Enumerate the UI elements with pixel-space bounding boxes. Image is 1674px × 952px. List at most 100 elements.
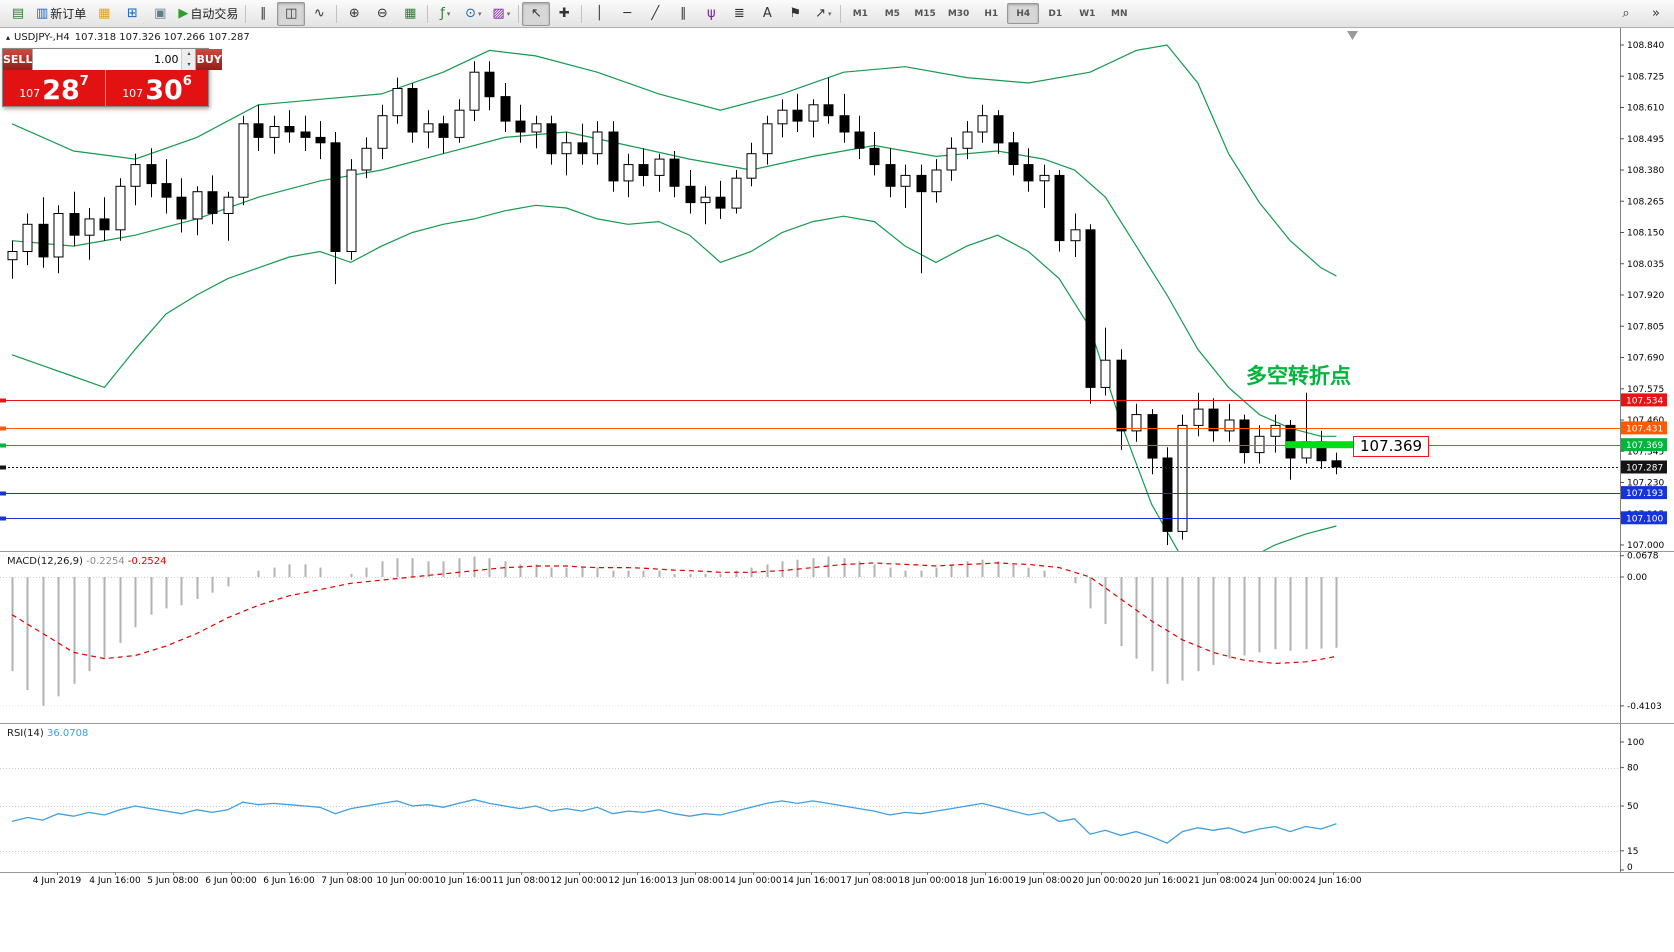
time-label[interactable]: 18 Jun 16:00: [956, 876, 1013, 886]
timeframe-m1[interactable]: M1: [852, 8, 868, 19]
time-label[interactable]: 24 Jun 00:00: [1246, 876, 1303, 886]
timeframe-m30[interactable]: M30: [947, 8, 970, 19]
time-label[interactable]: 18 Jun 00:00: [898, 876, 955, 886]
overflow-icon[interactable]: »: [1652, 6, 1660, 21]
symbol-label: USDJPY-,H4: [14, 32, 70, 43]
buy-price-prefix: 107: [122, 87, 144, 100]
zoom-out-icon[interactable]: ⊖: [368, 2, 396, 26]
timeframe-m5[interactable]: M5: [884, 8, 900, 19]
level-handle[interactable]: [0, 516, 6, 521]
charts-window-icon[interactable]: ⊞: [118, 2, 146, 26]
time-label[interactable]: 20 Jun 16:00: [1130, 876, 1187, 886]
channel-icon[interactable]: ∥: [669, 2, 697, 26]
candle-body: [146, 164, 157, 185]
buy-price-display[interactable]: 107 30 6: [106, 70, 208, 106]
horizontal-line-icon[interactable]: ─: [613, 2, 641, 26]
volume-field: ▴ ▾: [32, 49, 197, 70]
profiles-icon[interactable]: ▦: [90, 2, 118, 26]
sell-button[interactable]: SELL: [3, 49, 33, 70]
level-handle[interactable]: [0, 465, 6, 470]
text-icon[interactable]: A: [753, 2, 781, 26]
templates-icon[interactable]: ▨ ▾: [487, 2, 515, 26]
search-icon[interactable]: ⌕: [1622, 6, 1630, 21]
level-handle[interactable]: [0, 426, 6, 431]
indicators-icon[interactable]: ƒ ▾: [431, 2, 459, 26]
fibonacci-icon[interactable]: ≣: [725, 2, 753, 26]
time-label[interactable]: 14 Jun 16:00: [782, 876, 839, 886]
cursor-icon[interactable]: ↖: [522, 1, 551, 26]
timeframe-m15[interactable]: M15: [914, 8, 936, 19]
timeframe-w1[interactable]: W1: [1079, 8, 1096, 19]
candlestick-chart-icon[interactable]: ◫: [277, 1, 306, 26]
time-label[interactable]: 7 Jun 08:00: [321, 876, 373, 886]
collapse-panel-icon[interactable]: ▴: [6, 33, 11, 42]
level-handle[interactable]: [0, 443, 6, 448]
time-label[interactable]: 17 Jun 08:00: [840, 876, 897, 886]
indicators-icon: ƒ: [440, 6, 445, 21]
time-label[interactable]: 6 Jun 16:00: [263, 876, 315, 886]
candle-body: [69, 213, 80, 236]
time-label[interactable]: 10 Jun 00:00: [376, 876, 433, 886]
volume-input[interactable]: [33, 49, 182, 70]
autotrading-button[interactable]: ▶ 自动交易: [174, 2, 242, 26]
bar-chart-icon[interactable]: ∥: [249, 2, 277, 26]
time-label[interactable]: 5 Jun 08:00: [147, 876, 199, 886]
rsi-label: RSI(14) 36.0708: [7, 728, 88, 739]
data-window-icon[interactable]: ▣: [146, 2, 174, 26]
vertical-line-icon[interactable]: │: [585, 2, 613, 26]
shapes-icon[interactable]: ↗ ▾: [809, 2, 837, 26]
line-chart-icon[interactable]: ∿: [305, 2, 333, 26]
time-label[interactable]: 12 Jun 16:00: [608, 876, 665, 886]
time-label[interactable]: 14 Jun 00:00: [724, 876, 781, 886]
timeframe-h4[interactable]: H4: [1007, 3, 1040, 24]
time-label[interactable]: 6 Jun 00:00: [205, 876, 257, 886]
candle-body: [777, 109, 788, 125]
price-scale-label: 108.380: [1627, 166, 1664, 176]
candle-body: [1224, 419, 1235, 432]
candle-body: [577, 142, 588, 155]
price-tag: [1621, 393, 1667, 407]
buy-button[interactable]: BUY: [196, 49, 222, 70]
periods-icon[interactable]: ⊙ ▾: [459, 2, 487, 26]
time-label[interactable]: 24 Jun 16:00: [1304, 876, 1361, 886]
price-chart[interactable]: 108.840 108.725 108.610 108.495 108.380 108.2…: [0, 28, 1674, 952]
sell-price-display[interactable]: 107 28 7: [3, 70, 105, 106]
candle-body: [531, 123, 542, 133]
candle-body: [284, 126, 295, 133]
tile-windows-icon[interactable]: ▦: [396, 2, 424, 26]
time-label[interactable]: 4 Jun 16:00: [89, 876, 141, 886]
trendline-icon[interactable]: ╱: [641, 2, 669, 26]
chart-area: 108.840 108.725 108.610 108.495 108.380 108.2…: [0, 28, 1674, 952]
level-handle[interactable]: [0, 491, 6, 496]
timeframe-h1[interactable]: H1: [984, 8, 999, 19]
spinner-up-icon[interactable]: ▴: [182, 49, 196, 60]
candle-body: [546, 123, 557, 155]
pitchfork-icon[interactable]: ψ: [697, 2, 725, 26]
price-scale-label: 107.000: [1627, 541, 1664, 551]
price-scale-label: 108.150: [1627, 229, 1664, 239]
label-icon[interactable]: ⚑: [781, 2, 809, 26]
new-chart-icon[interactable]: ▤: [4, 2, 32, 26]
macd-label: MACD(12,26,9) -0.2254 -0.2524: [7, 556, 167, 567]
spinner-down-icon[interactable]: ▾: [182, 59, 196, 70]
zoom-in-icon[interactable]: ⊕: [340, 2, 368, 26]
shift-marker-icon[interactable]: [1347, 31, 1358, 40]
price-scale-label: 108.035: [1627, 260, 1664, 270]
candle-body: [1023, 164, 1034, 182]
price-callout[interactable]: 107.369: [1353, 436, 1430, 457]
new-order-button[interactable]: ▥ 新订单: [32, 2, 90, 26]
time-label[interactable]: 19 Jun 08:00: [1014, 876, 1071, 886]
price-tag-label: 107.369: [1626, 441, 1663, 451]
timeframe-d1[interactable]: D1: [1048, 8, 1063, 19]
time-label[interactable]: 4 Jun 2019: [33, 876, 82, 886]
candle-body: [808, 104, 819, 122]
time-label[interactable]: 20 Jun 00:00: [1072, 876, 1129, 886]
level-handle[interactable]: [0, 398, 6, 403]
time-label[interactable]: 13 Jun 08:00: [666, 876, 723, 886]
time-label[interactable]: 21 Jun 08:00: [1188, 876, 1245, 886]
time-label[interactable]: 10 Jun 16:00: [434, 876, 491, 886]
timeframe-mn[interactable]: MN: [1111, 8, 1128, 19]
time-label[interactable]: 11 Jun 08:00: [492, 876, 549, 886]
time-label[interactable]: 12 Jun 00:00: [550, 876, 607, 886]
crosshair-icon[interactable]: ✚: [550, 2, 578, 26]
